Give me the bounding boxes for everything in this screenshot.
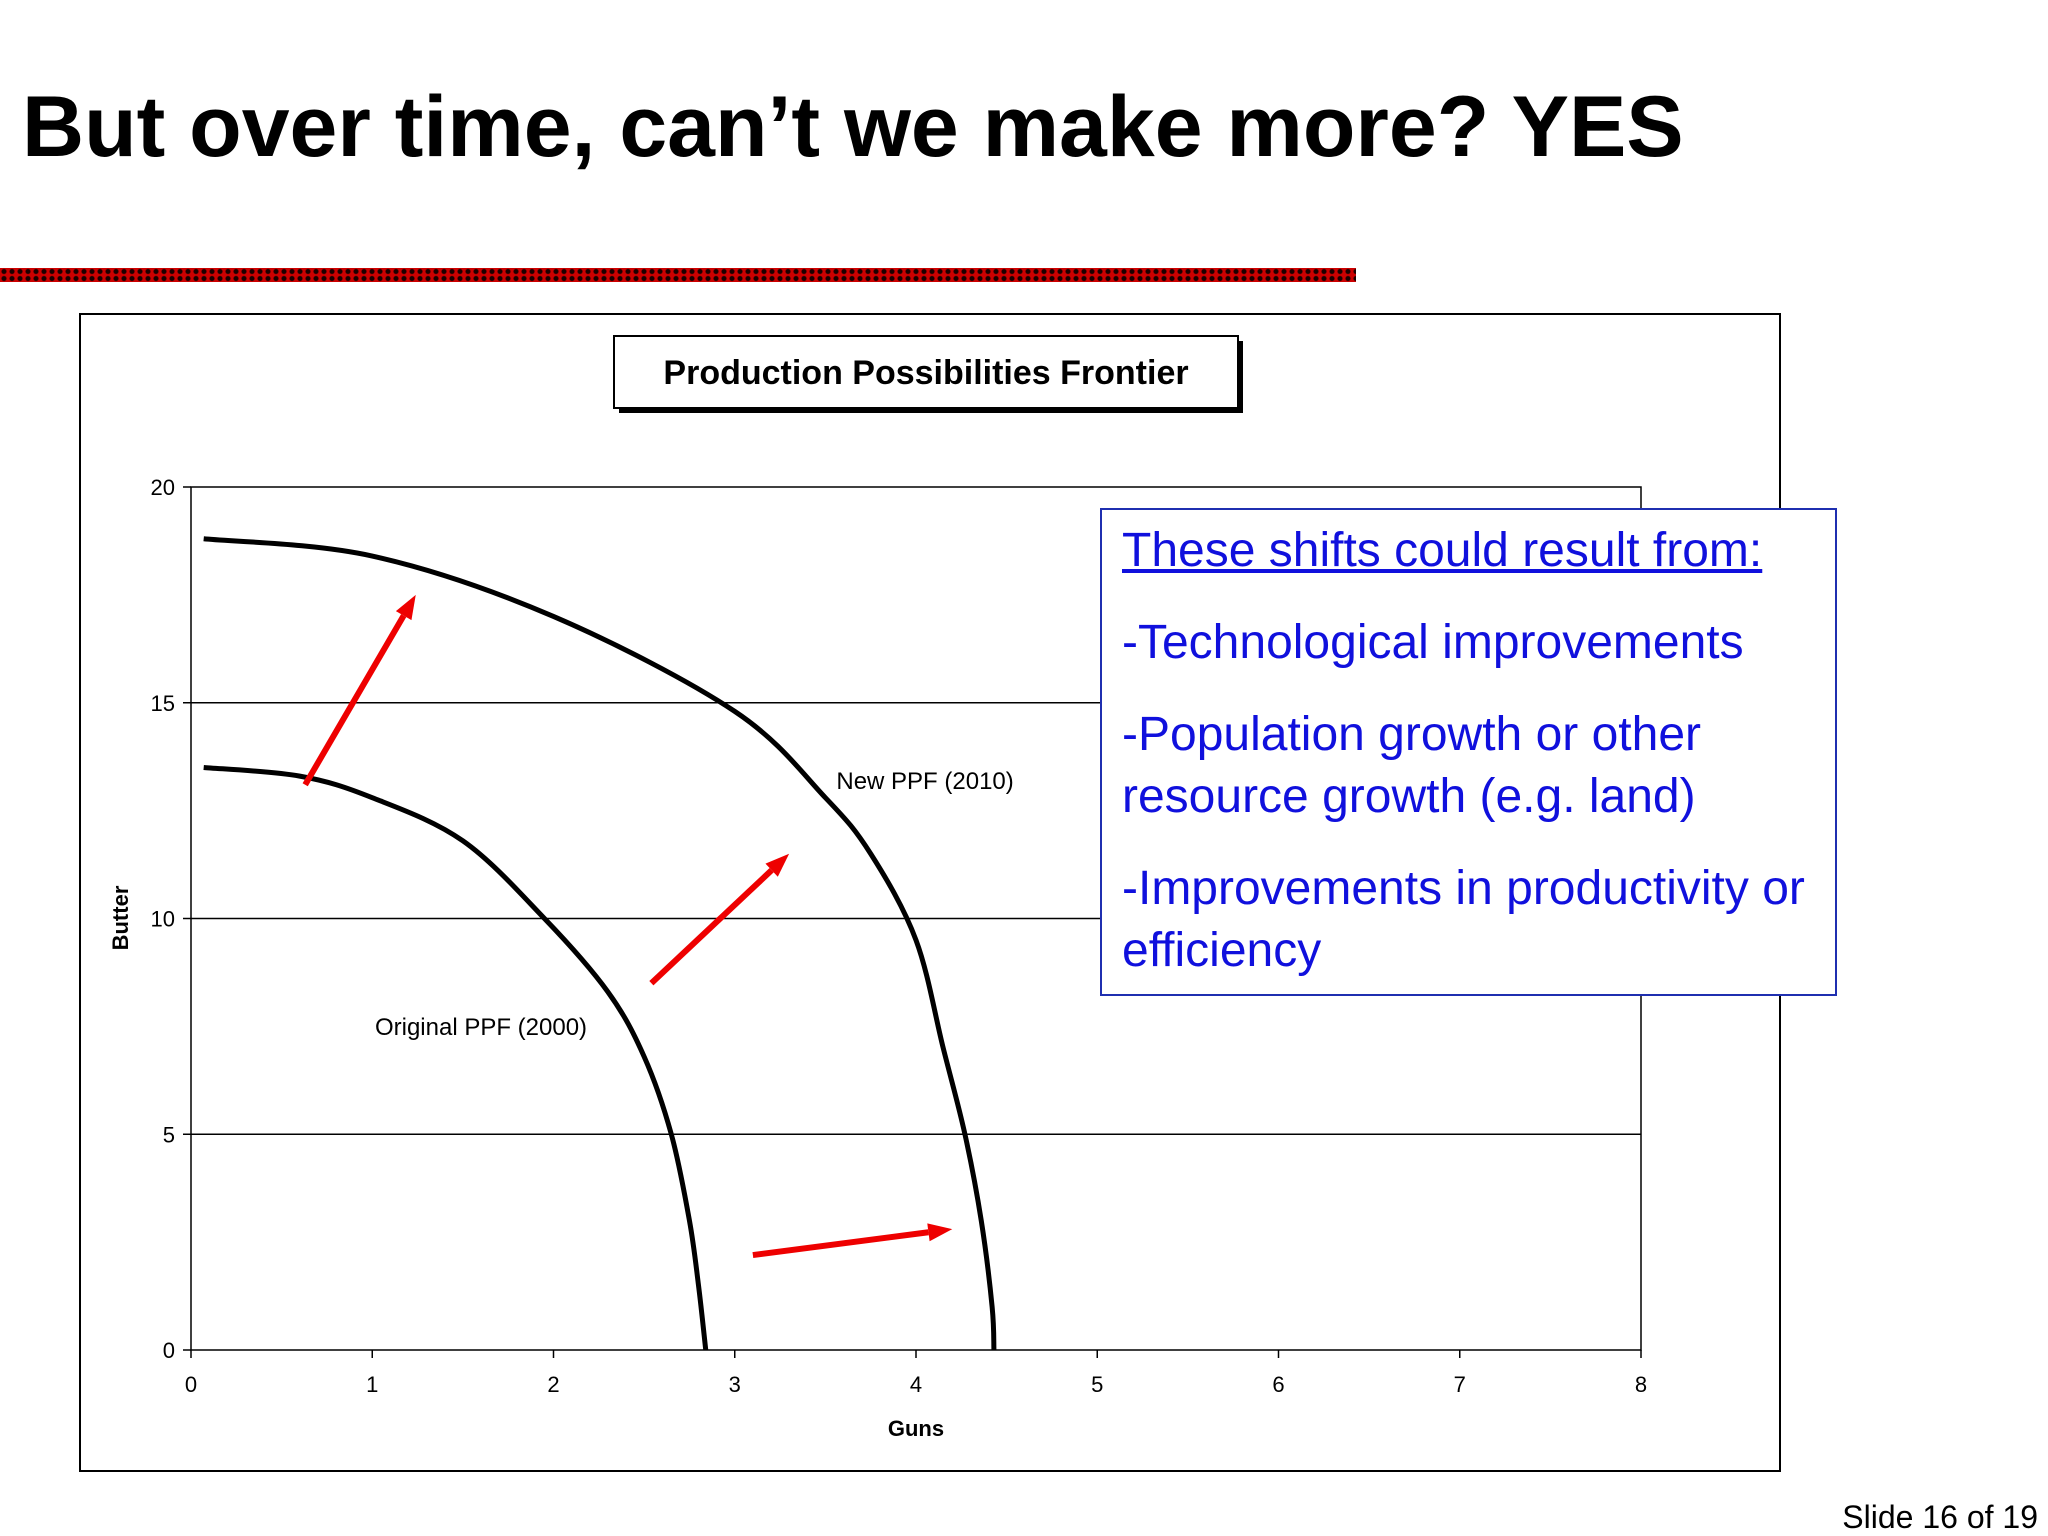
x-tick-label: 3: [729, 1372, 741, 1397]
original-ppf-curve: [203, 764, 709, 1351]
callout-item-technology: -Technological improvements: [1122, 616, 1744, 669]
title-divider: [0, 268, 1356, 282]
shift-arrow-head: [765, 853, 790, 877]
chart-title: Production Possibilities Frontier: [663, 354, 1188, 392]
y-tick-label: 20: [151, 475, 175, 500]
curve-label: Original PPF (2000): [375, 1014, 587, 1041]
curve-label: New PPF (2010): [836, 768, 1013, 795]
x-tick-label: 4: [910, 1372, 922, 1397]
callout-item-population: -Population growth or other resource gro…: [1122, 708, 1701, 823]
shift-arrow-head: [927, 1223, 953, 1242]
slide-number: Slide 16 of 19: [1842, 1498, 2038, 1535]
y-tick-label: 10: [151, 907, 175, 932]
chart-title-box: [613, 335, 1239, 409]
x-tick-label: 1: [366, 1372, 378, 1397]
y-axis-title: Butter: [108, 885, 133, 950]
shift-causes-callout: These shifts could result from: -Technol…: [1100, 508, 1837, 996]
x-tick-label: 5: [1091, 1372, 1103, 1397]
x-tick-label: 0: [185, 1372, 197, 1397]
callout-heading: These shifts could result from:: [1122, 524, 1763, 577]
x-axis-title: Guns: [888, 1416, 944, 1441]
shift-arrow-head: [395, 594, 416, 621]
shift-arrow: [649, 868, 774, 986]
y-tick-label: 5: [163, 1122, 175, 1147]
y-tick-label: 15: [151, 691, 175, 716]
callout-item-productivity: -Improvements in productivity or efficie…: [1122, 862, 1805, 977]
y-tick-label: 0: [163, 1338, 175, 1363]
new-ppf-curve: [203, 536, 997, 1351]
x-tick-label: 8: [1635, 1372, 1647, 1397]
x-tick-label: 6: [1272, 1372, 1284, 1397]
slide-title: But over time, can’t we make more? YES: [22, 79, 1684, 175]
x-tick-label: 7: [1454, 1372, 1466, 1397]
shift-arrow: [302, 614, 407, 787]
x-tick-label: 2: [547, 1372, 559, 1397]
shift-arrow: [752, 1229, 929, 1259]
